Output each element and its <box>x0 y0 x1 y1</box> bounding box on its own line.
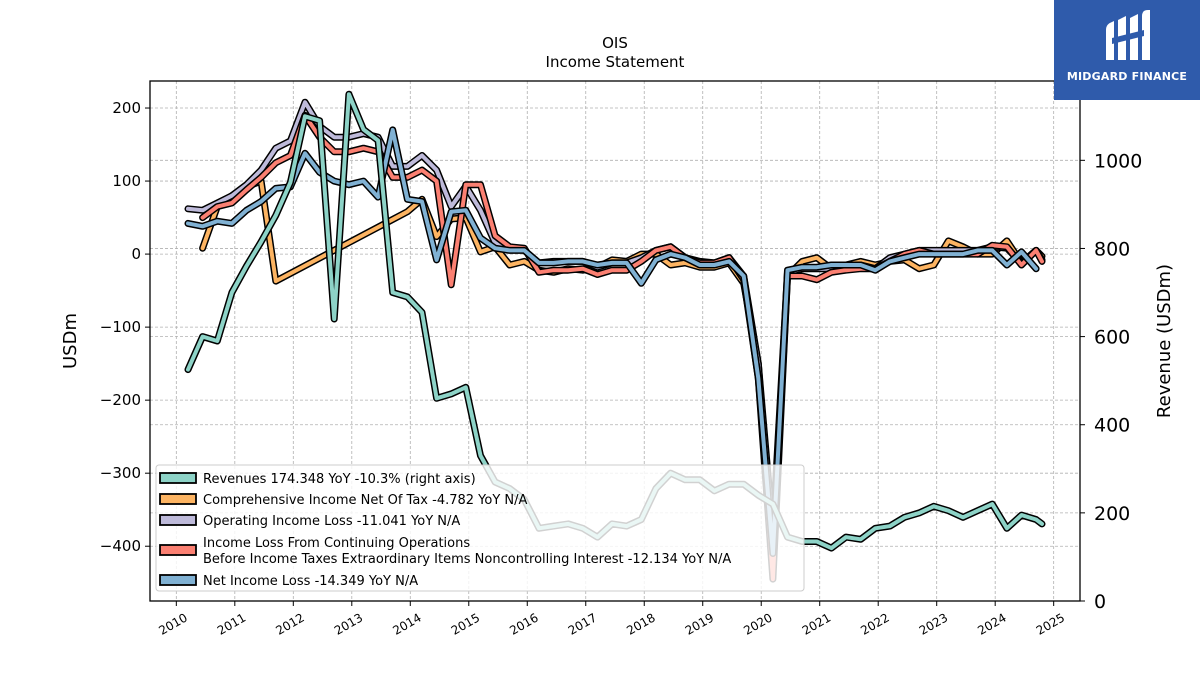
legend-label: Net Income Loss -14.349 YoY N/A <box>203 574 418 589</box>
x-tick-label: 2013 <box>332 610 365 637</box>
y-tick-label: 0 <box>131 245 141 263</box>
x-tick-label: 2024 <box>975 610 1008 637</box>
x-tick-label: 2023 <box>917 610 950 637</box>
x-tick-label: 2017 <box>566 610 599 637</box>
legend: Revenues 174.348 YoY -10.3% (right axis)… <box>155 464 805 592</box>
y-tick-label: −400 <box>100 537 141 555</box>
x-tick-label: 2019 <box>683 610 716 637</box>
y2-axis-label: Revenue (USDm) <box>1154 264 1175 418</box>
y2-tick-label: 400 <box>1094 415 1130 437</box>
midgard-finance-logo: MIDGARD FINANCE <box>1054 0 1200 100</box>
left-axis: 200 100 0 −100 −200 −300 −400 <box>100 99 150 555</box>
x-tick-label: 2021 <box>800 610 833 637</box>
y2-tick-label: 800 <box>1094 238 1130 260</box>
legend-swatch <box>159 574 197 586</box>
legend-swatch <box>159 472 197 484</box>
x-tick-label: 2010 <box>156 610 189 637</box>
x-tick-label: 2012 <box>273 610 306 637</box>
x-axis: 2010 2011 2012 2013 2014 2015 2016 2017 2018 2019… <box>156 601 1067 638</box>
y-tick-label: 200 <box>112 99 141 117</box>
series-line <box>186 127 1039 556</box>
x-tick-label: 2025 <box>1034 610 1067 637</box>
chart-subtitle: Income Statement <box>546 53 685 71</box>
legend-label: Comprehensive Income Net Of Tax -4.782 Y… <box>203 493 528 508</box>
legend-label: Income Loss From Continuing Operations Be… <box>203 536 731 567</box>
plot-frame <box>149 80 1081 602</box>
y-tick-label: −200 <box>100 391 141 409</box>
x-tick-label: 2022 <box>858 610 891 637</box>
x-tick-label: 2020 <box>741 610 774 637</box>
y2-tick-label: 200 <box>1094 503 1130 525</box>
x-tick-label: 2015 <box>449 610 482 637</box>
y2-tick-label: 1000 <box>1094 150 1142 172</box>
x-tick-label: 2016 <box>507 610 540 637</box>
right-axis: 0 200 400 600 800 1000 <box>1080 150 1142 613</box>
y-tick-label: −300 <box>100 464 141 482</box>
y-tick-label: 100 <box>112 172 141 190</box>
x-tick-label: 2014 <box>390 610 423 637</box>
x-tick-label: 2018 <box>624 610 657 637</box>
legend-label: Operating Income Loss -11.041 YoY N/A <box>203 514 460 529</box>
y2-tick-label: 0 <box>1094 591 1106 613</box>
chart-title: OIS <box>602 34 628 52</box>
legend-swatch <box>159 544 197 556</box>
logo-text: MIDGARD FINANCE <box>1066 70 1188 83</box>
y-axis-label: USDm <box>60 313 81 369</box>
legend-swatch <box>159 514 197 526</box>
legend-swatch <box>159 493 197 505</box>
x-tick-label: 2011 <box>215 610 248 637</box>
y2-tick-label: 600 <box>1094 327 1130 349</box>
y-tick-label: −100 <box>100 318 141 336</box>
legend-box <box>155 464 805 592</box>
midgard-logo-icon <box>1106 10 1150 60</box>
legend-label: Revenues 174.348 YoY -10.3% (right axis) <box>203 472 476 487</box>
